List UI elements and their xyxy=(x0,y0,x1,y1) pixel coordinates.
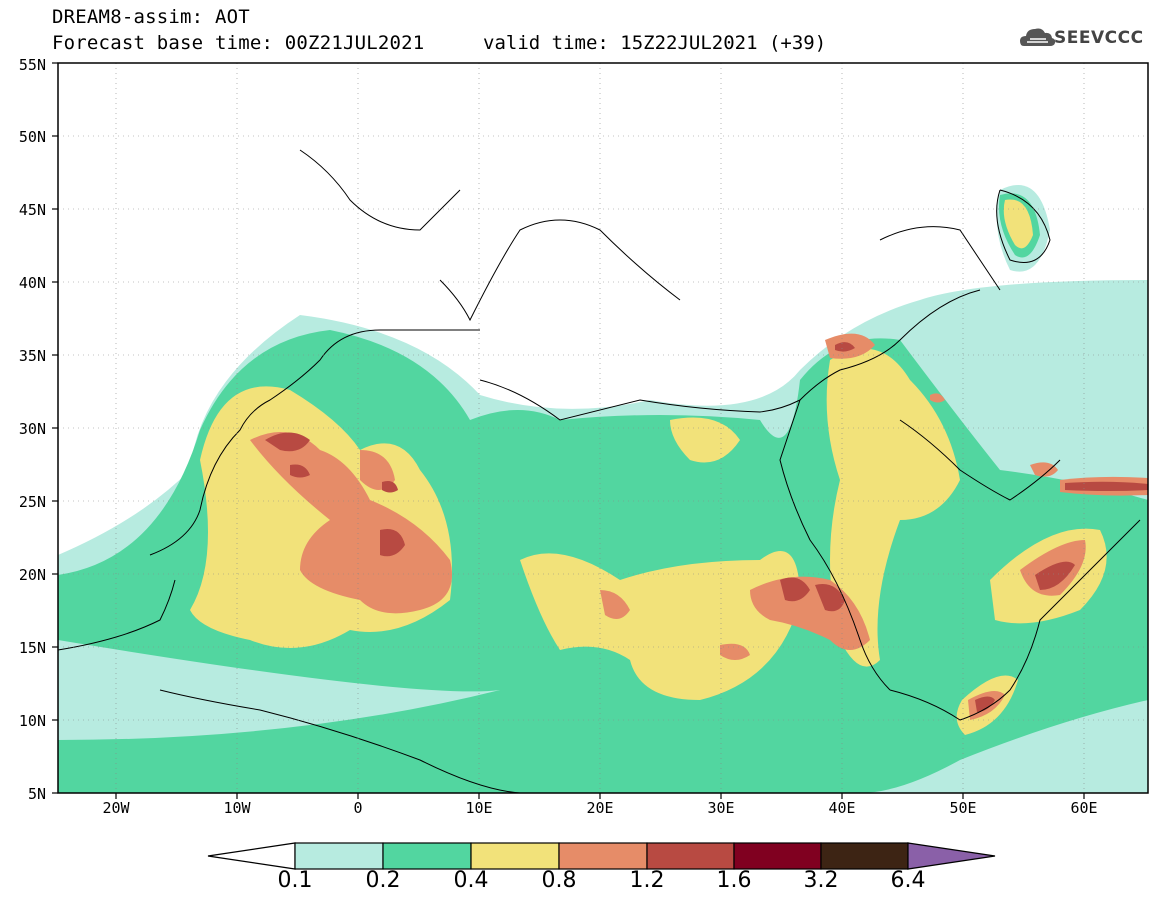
lat-label: 25N xyxy=(18,493,46,511)
cloud-logo-icon xyxy=(1020,28,1056,46)
lon-label: 30E xyxy=(707,799,735,817)
colorbar-swatch-4 xyxy=(558,842,648,870)
base-time-text: Forecast base time: 00Z21JUL2021 xyxy=(52,32,425,54)
lon-label: 10E xyxy=(465,799,493,817)
colorbar-label: 0.1 xyxy=(277,868,313,893)
coastlines xyxy=(58,149,1141,793)
lon-label: 10W xyxy=(223,799,251,817)
lon-label: 20W xyxy=(102,799,130,817)
logo-text: SEEVCCC xyxy=(1054,28,1144,48)
colorbar-lower-arrow xyxy=(207,842,296,870)
colorbar-swatch-6 xyxy=(733,842,822,870)
lon-label: 60E xyxy=(1070,799,1098,817)
colorbar-label: 1.2 xyxy=(629,868,665,893)
lat-label: 50N xyxy=(18,128,46,146)
lat-label: 5N xyxy=(27,785,46,803)
lat-label: 20N xyxy=(18,566,46,584)
colorbar-label: 0.2 xyxy=(365,868,401,893)
colorbar-label: 0.4 xyxy=(453,868,489,893)
colorbar-swatch-1 xyxy=(294,842,384,870)
colorbar-swatch-7 xyxy=(820,842,909,870)
graticule xyxy=(58,63,1148,793)
lat-label: 30N xyxy=(18,420,46,438)
lon-label: 50E xyxy=(949,799,977,817)
colorbar-label: 0.8 xyxy=(541,868,577,893)
valid-time-text: valid time: 15Z22JUL2021 (+39) xyxy=(483,32,827,54)
lat-label: 55N xyxy=(18,56,46,74)
colorbar-label: 3.2 xyxy=(803,868,839,893)
colorbar xyxy=(207,842,996,870)
model-title: DREAM8-assim: AOT xyxy=(52,6,250,28)
lon-label: 40E xyxy=(828,799,856,817)
axis-ticks xyxy=(52,62,1085,799)
colorbar-swatch-2 xyxy=(382,842,472,870)
colorbar-swatch-3 xyxy=(470,842,560,870)
lon-label: 20E xyxy=(586,799,614,817)
aot-field xyxy=(58,63,1148,793)
colorbar-upper-arrow xyxy=(907,842,996,870)
lat-label: 15N xyxy=(18,639,46,657)
lat-label: 10N xyxy=(18,712,46,730)
colorbar-label: 1.6 xyxy=(716,868,752,893)
colorbar-label: 6.4 xyxy=(890,868,926,893)
lon-label: 0 xyxy=(353,799,363,817)
lat-label: 45N xyxy=(18,201,46,219)
colorbar-swatch-5 xyxy=(646,842,735,870)
lat-label: 40N xyxy=(18,274,46,292)
lat-label: 35N xyxy=(18,347,46,365)
